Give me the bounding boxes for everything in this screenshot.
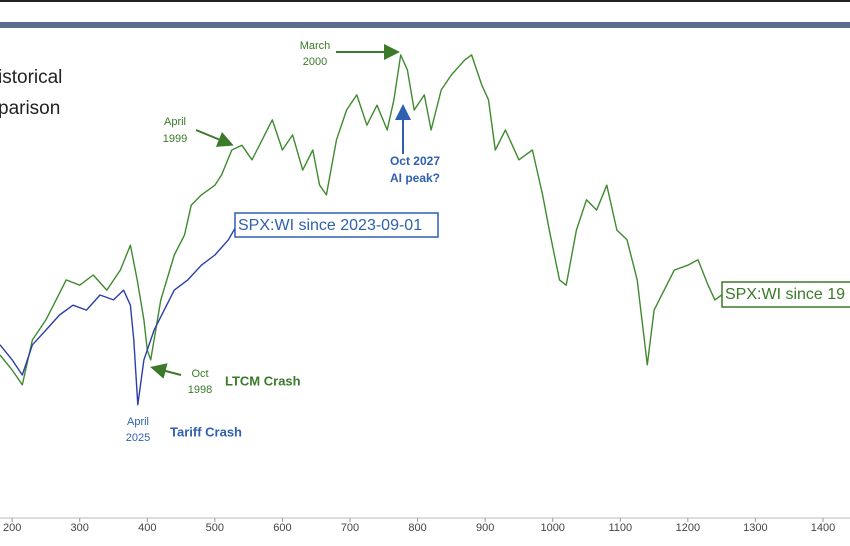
- annotation: 1998: [188, 384, 212, 396]
- series-line: [0, 227, 236, 406]
- arrow: [150, 363, 182, 379]
- annotation: 2025: [126, 432, 150, 444]
- top-border: [0, 0, 850, 2]
- series-line: [0, 54, 723, 386]
- legend-entry: SPX:WI since 19: [725, 286, 845, 303]
- x-tick-label: 200: [3, 522, 21, 534]
- legend-entry: SPX:WI since 2023-09-01: [238, 217, 422, 234]
- annotation: Oct: [191, 368, 208, 380]
- annotation: March: [300, 40, 331, 52]
- x-tick-label: 1200: [676, 522, 700, 534]
- annotation: 1999: [163, 133, 187, 145]
- annotation: AI peak?: [390, 171, 440, 185]
- x-tick-label: 1400: [811, 522, 835, 534]
- annotation: April: [127, 416, 149, 428]
- x-tick-label: 300: [71, 522, 89, 534]
- x-tick-label: 900: [476, 522, 494, 534]
- annotation: Oct 2027: [390, 154, 440, 168]
- legend-box: [721, 281, 850, 308]
- x-tick-label: 700: [341, 522, 359, 534]
- x-tick-label: 1000: [540, 522, 564, 534]
- x-tick-label: 400: [138, 522, 156, 534]
- legend-box: [234, 212, 439, 238]
- x-tick-label: 800: [408, 522, 426, 534]
- x-tick-label: 1300: [743, 522, 767, 534]
- x-tick-label: 600: [273, 522, 291, 534]
- plot: [0, 54, 723, 406]
- annotation: Tariff Crash: [170, 424, 242, 439]
- x-tick-label: 500: [206, 522, 224, 534]
- annotation: April: [164, 116, 186, 128]
- x-tick-label: 1100: [608, 522, 632, 534]
- header-bar: [0, 22, 850, 28]
- title-line: istorical: [0, 67, 62, 88]
- annotation: 2000: [303, 56, 327, 68]
- arrow: [195, 129, 234, 147]
- annotation: LTCM Crash: [225, 373, 301, 388]
- title-line: parison: [0, 98, 60, 119]
